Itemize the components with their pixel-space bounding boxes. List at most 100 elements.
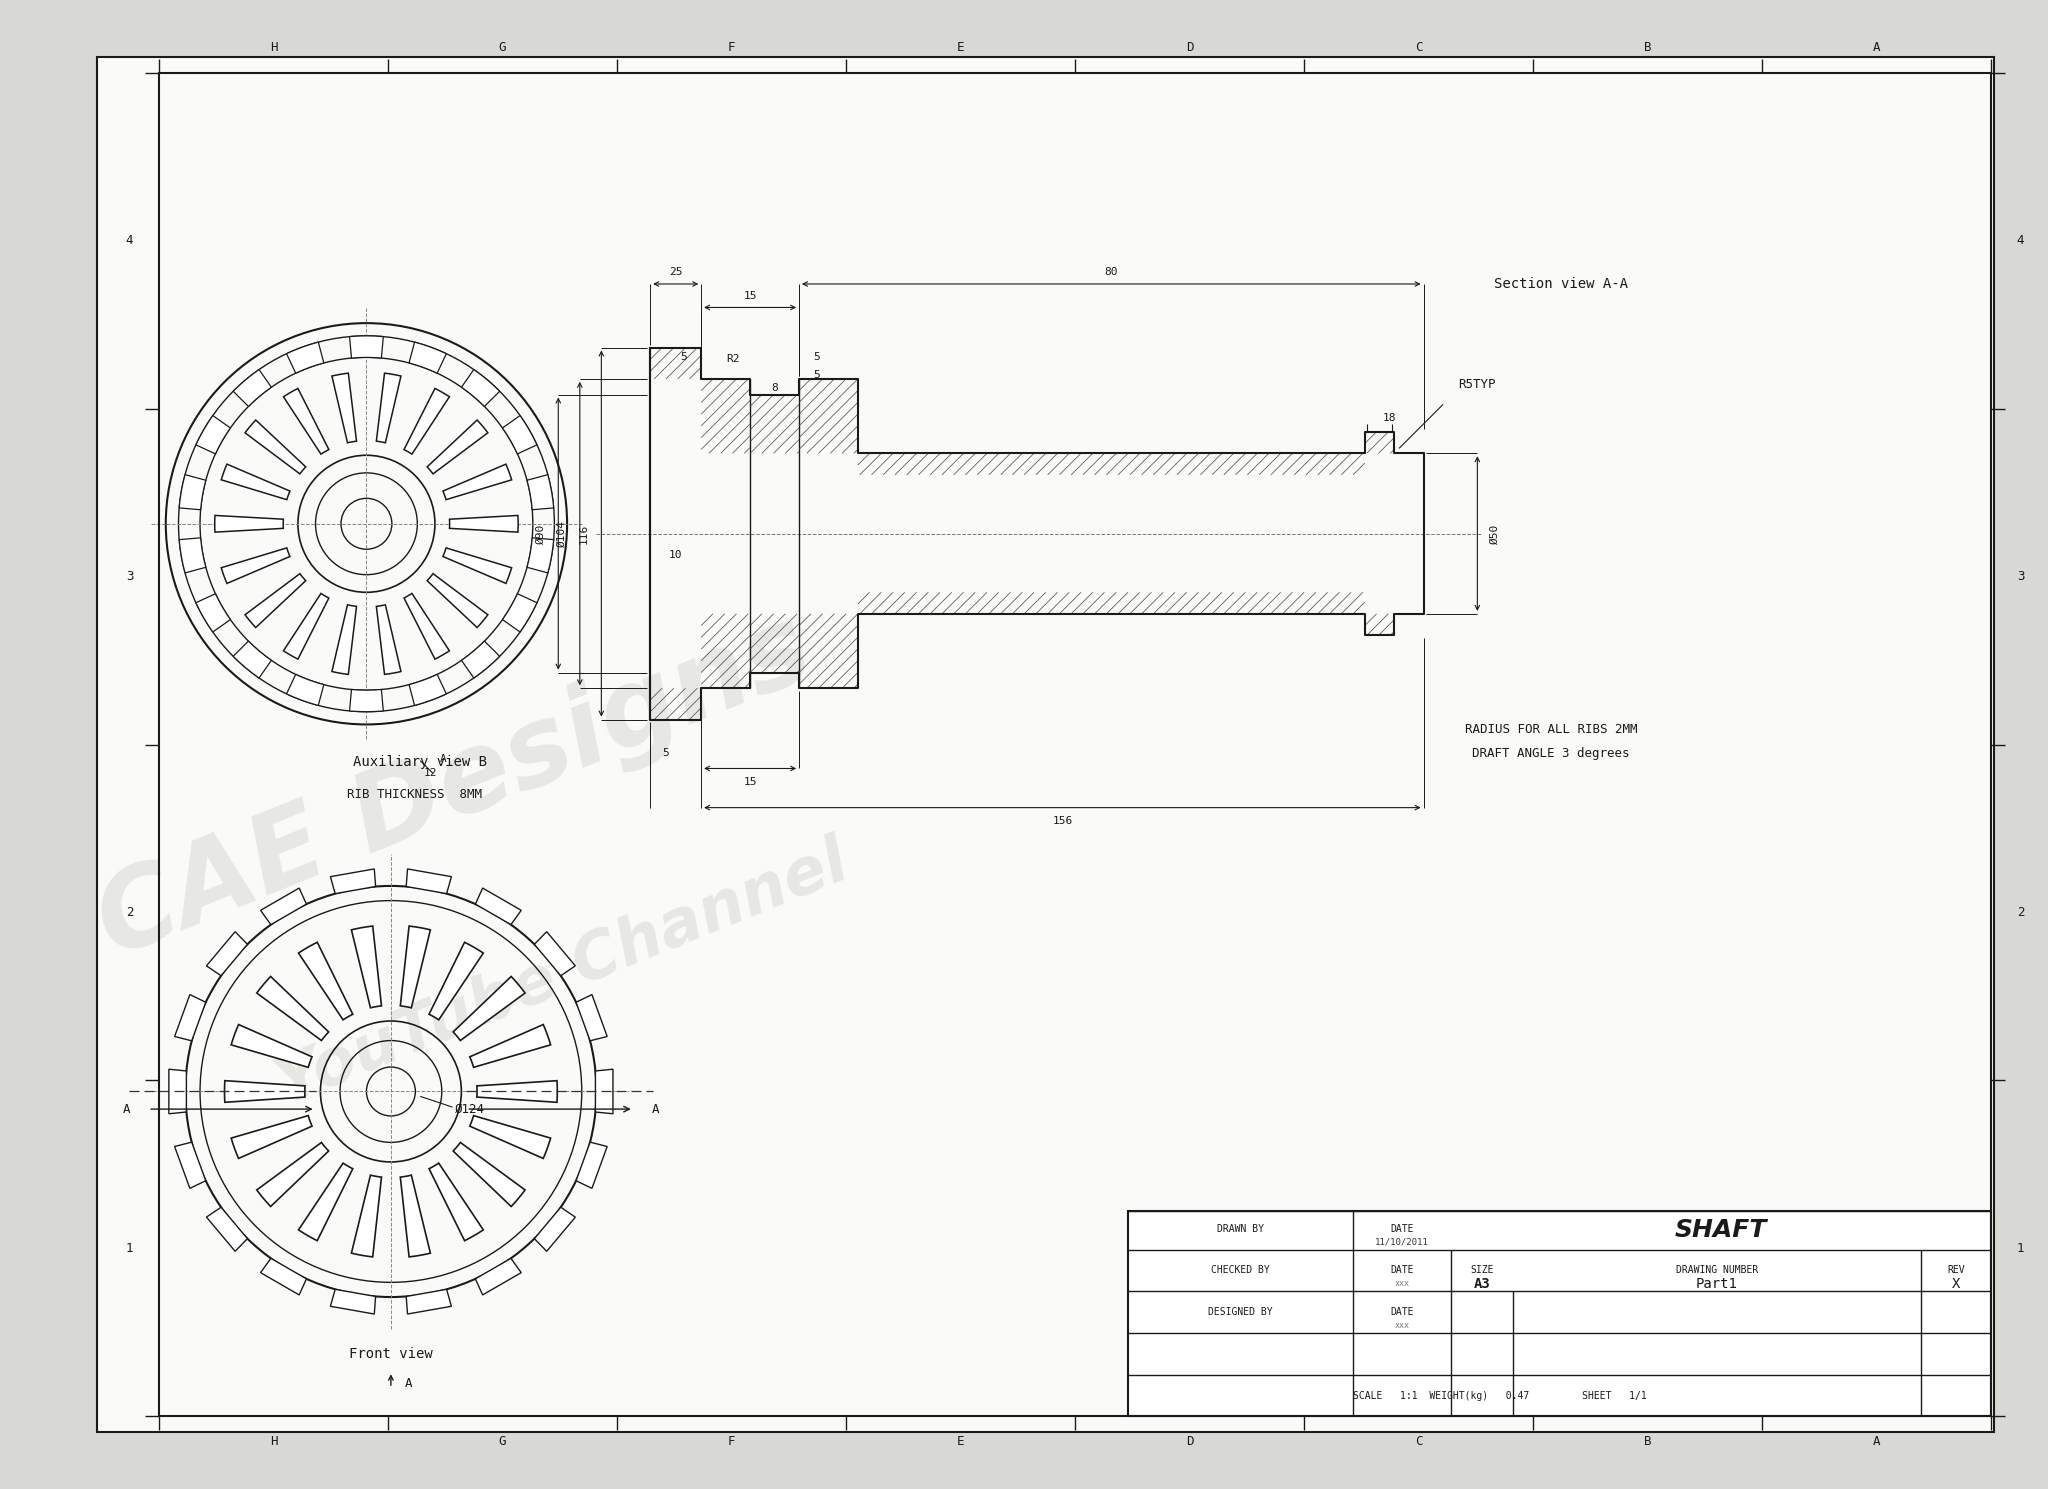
Polygon shape <box>221 548 291 584</box>
Polygon shape <box>215 515 283 532</box>
Text: SCALE   1:1  WEIGHT(kg)   0.47         SHEET   1/1: SCALE 1:1 WEIGHT(kg) 0.47 SHEET 1/1 <box>1354 1391 1647 1401</box>
Text: RIB THICKNESS  8MM: RIB THICKNESS 8MM <box>346 788 481 801</box>
Text: R2: R2 <box>725 354 739 365</box>
Text: D: D <box>1186 40 1194 54</box>
Polygon shape <box>461 369 500 406</box>
Text: H: H <box>270 40 276 54</box>
Polygon shape <box>406 1289 451 1313</box>
Text: 1: 1 <box>125 1242 133 1255</box>
Text: 2: 2 <box>125 905 133 919</box>
Text: RADIUS FOR ALL RIBS 2MM: RADIUS FOR ALL RIBS 2MM <box>1464 722 1636 736</box>
Polygon shape <box>442 548 512 584</box>
Polygon shape <box>453 977 524 1041</box>
Polygon shape <box>526 538 553 573</box>
Text: 5: 5 <box>680 353 686 362</box>
Text: E: E <box>956 40 965 54</box>
Polygon shape <box>197 594 229 631</box>
Polygon shape <box>502 415 537 454</box>
Text: E: E <box>956 1435 965 1449</box>
Polygon shape <box>332 374 356 442</box>
Text: 156: 156 <box>1053 816 1073 826</box>
Polygon shape <box>461 642 500 677</box>
Text: Ø90: Ø90 <box>537 524 545 543</box>
Text: 11/10/2011: 11/10/2011 <box>1374 1237 1430 1246</box>
Text: DATE: DATE <box>1391 1307 1413 1316</box>
Text: CHECKED BY: CHECKED BY <box>1210 1264 1270 1275</box>
Polygon shape <box>197 415 229 454</box>
Polygon shape <box>377 605 401 675</box>
Text: REV: REV <box>1948 1264 1964 1275</box>
Text: A: A <box>651 1102 659 1115</box>
Text: A: A <box>1874 40 1880 54</box>
Polygon shape <box>330 870 375 893</box>
Polygon shape <box>225 1081 305 1102</box>
Polygon shape <box>350 337 383 357</box>
Polygon shape <box>256 1142 328 1206</box>
Polygon shape <box>428 573 487 627</box>
Text: DATE: DATE <box>1391 1264 1413 1275</box>
Polygon shape <box>231 1115 311 1158</box>
Text: 15: 15 <box>743 777 758 788</box>
Polygon shape <box>178 538 207 573</box>
Polygon shape <box>233 642 272 677</box>
Text: C: C <box>1415 1435 1423 1449</box>
Text: 3: 3 <box>125 570 133 584</box>
Text: 18: 18 <box>1382 412 1397 423</box>
Polygon shape <box>233 369 272 406</box>
Text: 116: 116 <box>580 524 588 543</box>
Polygon shape <box>575 1142 606 1188</box>
Polygon shape <box>399 1175 430 1257</box>
Polygon shape <box>399 926 430 1008</box>
Polygon shape <box>283 389 330 454</box>
Text: 8: 8 <box>772 383 778 393</box>
Text: H: H <box>270 1435 276 1449</box>
Polygon shape <box>406 870 451 893</box>
Polygon shape <box>377 374 401 442</box>
Text: B: B <box>1645 40 1651 54</box>
Text: A: A <box>440 753 446 764</box>
Text: G: G <box>500 40 506 54</box>
Polygon shape <box>256 977 328 1041</box>
Polygon shape <box>535 932 575 975</box>
Text: C: C <box>1415 40 1423 54</box>
Text: D: D <box>1186 1435 1194 1449</box>
Polygon shape <box>428 943 483 1020</box>
Bar <box>1128 1211 1991 1416</box>
Polygon shape <box>403 594 449 660</box>
Polygon shape <box>299 1163 352 1240</box>
Polygon shape <box>178 475 207 509</box>
Polygon shape <box>221 465 291 500</box>
Text: G: G <box>500 1435 506 1449</box>
Text: YouTube Channel: YouTube Channel <box>266 831 858 1117</box>
Text: DRAFT ANGLE 3 degrees: DRAFT ANGLE 3 degrees <box>1473 747 1630 761</box>
Text: Ø104: Ø104 <box>557 520 567 546</box>
Text: DRAWING NUMBER: DRAWING NUMBER <box>1675 1264 1757 1275</box>
Text: 4: 4 <box>125 234 133 247</box>
Polygon shape <box>174 1142 205 1188</box>
Polygon shape <box>575 995 606 1041</box>
Text: A: A <box>406 1377 412 1389</box>
Polygon shape <box>526 475 553 509</box>
Polygon shape <box>352 1175 381 1257</box>
Text: 5: 5 <box>664 747 670 758</box>
Polygon shape <box>428 420 487 474</box>
Text: B: B <box>1645 1435 1651 1449</box>
Text: DATE: DATE <box>1391 1224 1413 1233</box>
Text: 15: 15 <box>743 290 758 301</box>
Text: 4: 4 <box>2017 234 2023 247</box>
Polygon shape <box>469 1115 551 1158</box>
Polygon shape <box>283 594 330 660</box>
Polygon shape <box>168 1069 186 1114</box>
Text: CAE Designs: CAE Designs <box>82 597 827 980</box>
Polygon shape <box>535 1208 575 1251</box>
Text: xxx: xxx <box>1395 1321 1409 1330</box>
Polygon shape <box>350 689 383 712</box>
Polygon shape <box>231 1024 311 1068</box>
Text: 25: 25 <box>670 267 682 277</box>
Polygon shape <box>475 887 522 925</box>
Polygon shape <box>299 943 352 1020</box>
Text: xxx: xxx <box>1395 1279 1409 1288</box>
Text: 5: 5 <box>813 369 819 380</box>
Text: 2: 2 <box>2017 905 2023 919</box>
Polygon shape <box>287 675 324 706</box>
